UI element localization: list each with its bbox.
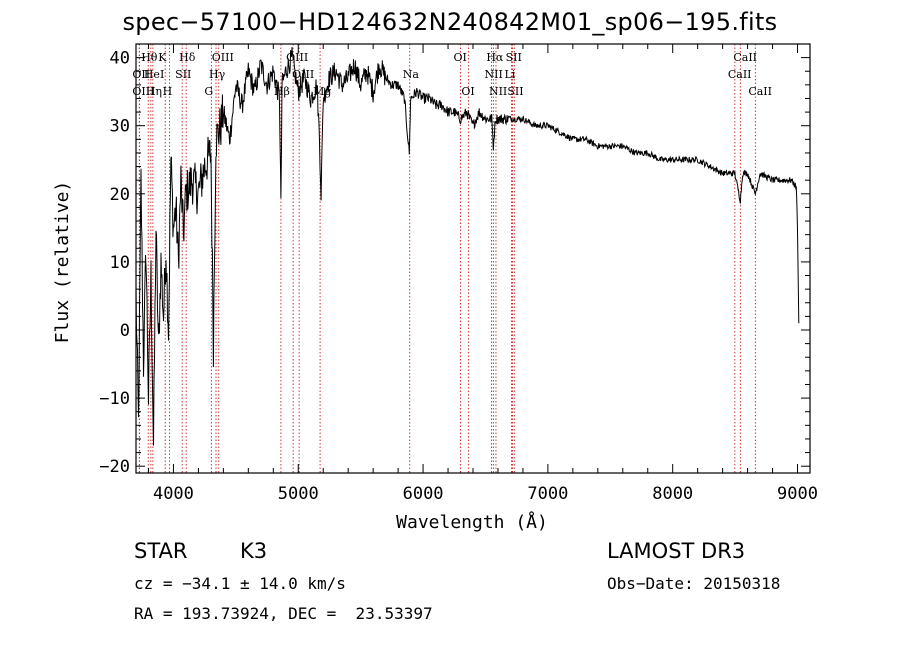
spectral-line-label: Na xyxy=(403,68,420,81)
x-tick-label: 8000 xyxy=(652,484,693,504)
spectral-line-label: NII xyxy=(489,85,507,98)
spectral-line-label: NII xyxy=(484,68,502,81)
obs-date-text: Obs−Date: 20150318 xyxy=(607,574,781,593)
x-tick-label: 5000 xyxy=(278,484,319,504)
y-axis-label: Flux (relative) xyxy=(52,181,73,344)
y-tick-label: 10 xyxy=(110,253,130,273)
spectral-line-label: Hδ xyxy=(179,51,196,64)
spectral-line-label: CaII xyxy=(748,85,772,98)
coordinates-text: RA = 193.73924, DEC = 23.53397 xyxy=(134,604,433,623)
spectral-line-label: SII xyxy=(506,51,522,64)
spectral-line-label: Li xyxy=(504,68,515,81)
spectral-line-label: OI xyxy=(461,85,474,98)
survey-name: LAMOST DR3 xyxy=(607,539,746,563)
y-tick-label: −20 xyxy=(99,457,130,477)
y-tick-label: −10 xyxy=(99,389,130,409)
spectral-line-label: G xyxy=(204,85,213,98)
object-class: STAR xyxy=(134,539,188,563)
x-tick-label: 9000 xyxy=(777,484,818,504)
x-tick-label: 4000 xyxy=(153,484,194,504)
redshift-text: cz = −34.1 ± 14.0 km/s xyxy=(134,574,346,593)
spectral-line-label: OIII xyxy=(286,51,308,64)
spectral-lines-layer xyxy=(138,44,756,473)
flux-line xyxy=(135,47,800,446)
plot-frame xyxy=(135,43,811,474)
spectral-line-label: CaII xyxy=(728,68,752,81)
spectral-line-label: OIII xyxy=(132,85,154,98)
spectral-line-label: SII xyxy=(175,68,191,81)
axis-ticks-layer: 4000 5000 6000 7000 8000 9000 −20 −10 0 10 20 30 40 xyxy=(99,43,818,504)
y-tick-label: 0 xyxy=(120,321,130,341)
x-axis-label: Wavelength (Å) xyxy=(396,511,548,533)
spectral-line-label: OIII xyxy=(212,51,234,64)
spectral-line-label: OI xyxy=(454,51,467,64)
flux-series-layer xyxy=(135,47,800,446)
spectral-line-label: H xyxy=(163,85,173,98)
spectral-line-label: HeI xyxy=(144,68,164,81)
spectral-line-label: CaII xyxy=(733,51,757,64)
x-tick-label: 6000 xyxy=(403,484,444,504)
spectral-line-label: K xyxy=(158,51,167,64)
spectral-line-label: Hη xyxy=(146,85,162,98)
object-subclass: K3 xyxy=(240,539,268,563)
chart-title: spec−57100−HD124632N240842M01_sp06−195.f… xyxy=(122,8,778,36)
y-tick-label: 30 xyxy=(110,117,130,137)
spectral-line-label: Hγ xyxy=(209,68,226,81)
y-tick-label: 20 xyxy=(110,185,130,205)
spectral-line-label: Hθ xyxy=(141,51,158,64)
y-tick-label: 40 xyxy=(110,49,130,69)
spectral-line-label: SII xyxy=(507,85,523,98)
x-tick-label: 7000 xyxy=(527,484,568,504)
spectral-line-label: Hα xyxy=(486,51,504,64)
